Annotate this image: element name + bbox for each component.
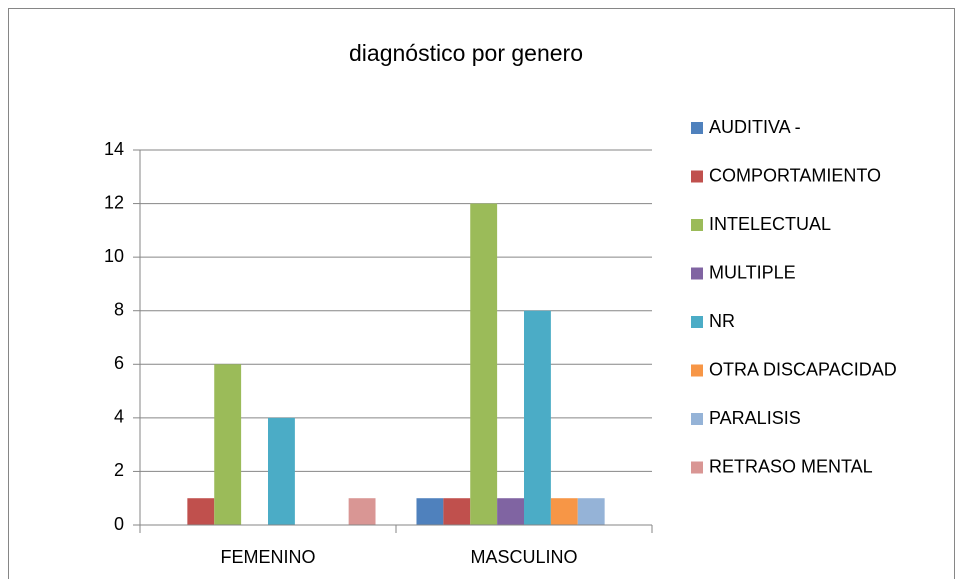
legend-label: PARALISIS xyxy=(709,408,801,428)
legend-label: COMPORTAMIENTO xyxy=(709,165,881,185)
legend-swatch xyxy=(691,122,703,134)
bar xyxy=(577,498,605,525)
legend-swatch xyxy=(691,219,703,231)
bar xyxy=(524,310,551,525)
legend-label: NR xyxy=(709,311,735,331)
chart-title: diagnóstico por genero xyxy=(349,40,583,66)
y-tick-label: 8 xyxy=(114,299,124,319)
bar xyxy=(497,498,524,525)
legend-label: OTRA DISCAPACIDAD xyxy=(709,359,897,379)
legend-swatch xyxy=(691,316,703,328)
legend-swatch xyxy=(691,461,703,474)
bar xyxy=(443,498,471,525)
legend-label: MULTIPLE xyxy=(709,262,796,282)
y-tick-label: 10 xyxy=(104,246,124,266)
legend-swatch xyxy=(691,364,703,377)
y-tick-label: 4 xyxy=(114,407,124,427)
legend-swatch xyxy=(691,413,703,425)
y-tick-label: 6 xyxy=(114,353,124,373)
legend-swatch xyxy=(691,170,703,183)
bar xyxy=(470,203,498,526)
bar xyxy=(187,498,215,525)
bar xyxy=(268,417,295,525)
y-tick-label: 0 xyxy=(114,514,124,534)
y-tick-label: 2 xyxy=(114,460,124,480)
legend-label: RETRASO MENTAL xyxy=(709,456,873,476)
bar xyxy=(348,498,376,525)
legend-label: INTELECTUAL xyxy=(709,214,831,234)
bar xyxy=(550,498,578,525)
y-tick-label: 14 xyxy=(104,139,124,159)
legend-label: AUDITIVA - xyxy=(709,117,801,137)
bar xyxy=(214,364,242,525)
bar xyxy=(416,498,444,525)
x-tick-label: MASCULINO xyxy=(470,547,577,567)
legend-swatch xyxy=(691,267,703,280)
x-tick-label: FEMENINO xyxy=(220,547,315,567)
y-tick-label: 12 xyxy=(104,192,124,212)
